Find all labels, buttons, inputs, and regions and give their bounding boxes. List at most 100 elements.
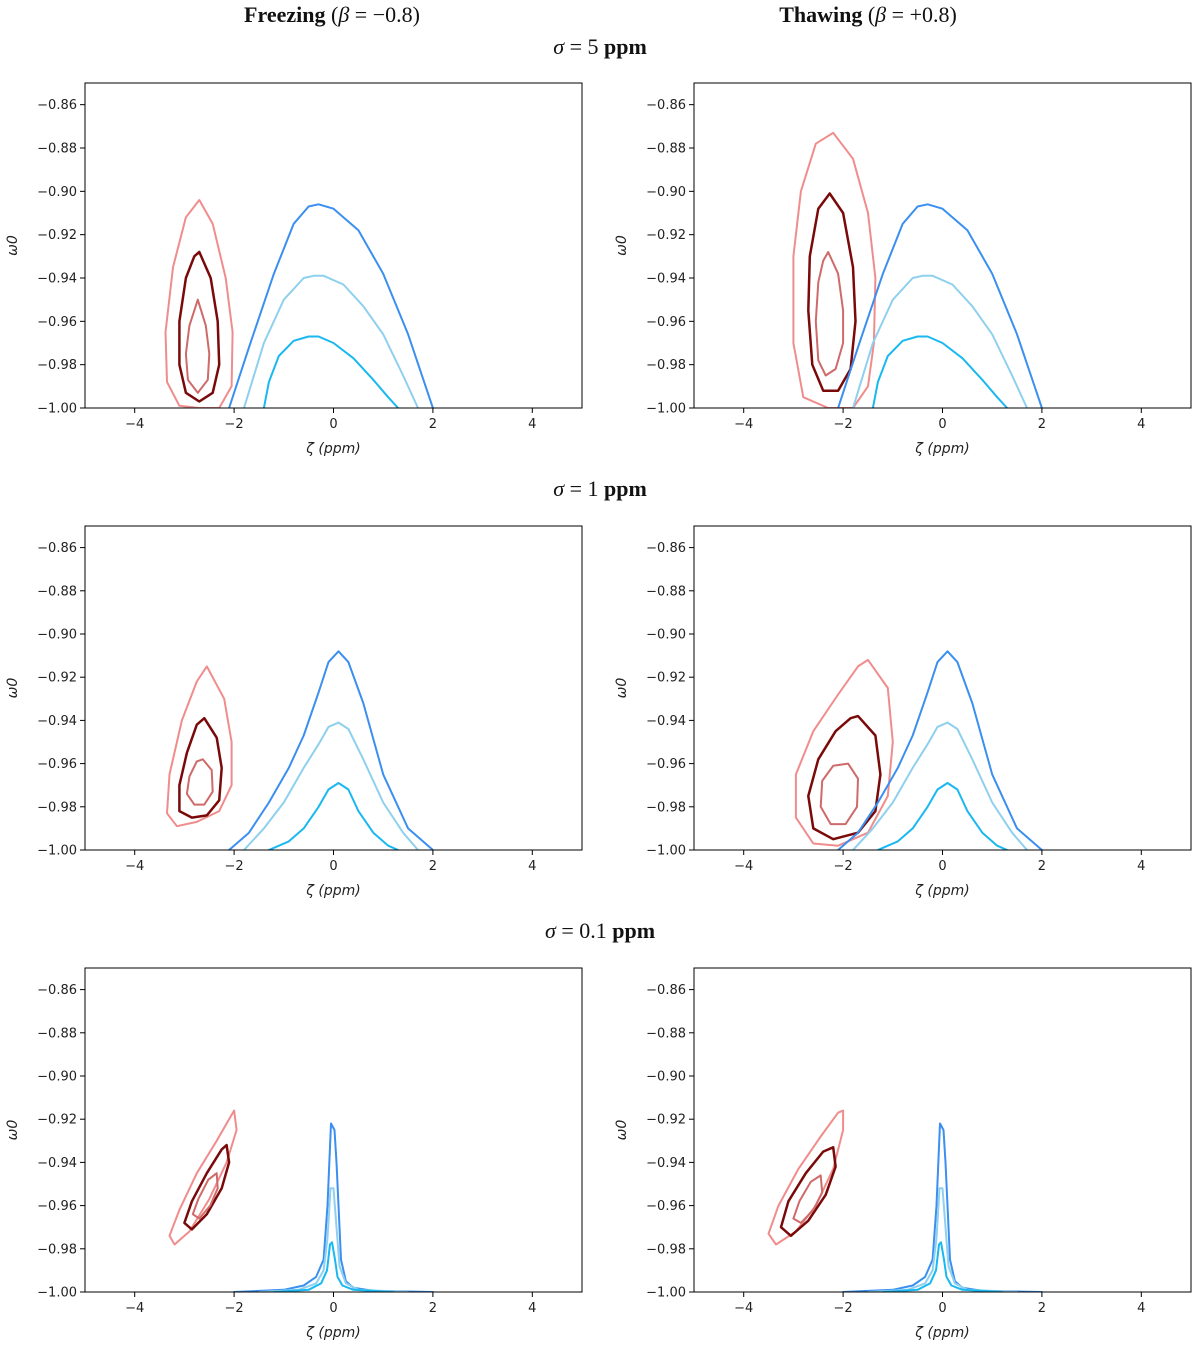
column-title-thawing: Thawing (β = +0.8): [668, 2, 1068, 28]
x-tick-label: −4: [125, 1301, 144, 1316]
y-tick-label: −0.86: [37, 983, 77, 998]
y-tick-label: −1.00: [646, 402, 686, 417]
chart-panel-thawing-sigma0.1: −4 −2 0 2 4 −0.86 −0.88 −0.90 −0.92 −0.94 −0.96 −0.…: [614, 967, 1192, 1341]
row-title-sigma-1: σ = 1 ppm: [0, 476, 1200, 502]
y-tick-label: −0.88: [37, 584, 77, 599]
sigma-unit: ppm: [603, 476, 647, 501]
x-tick-label: −2: [225, 1301, 244, 1316]
y-tick-label: −0.86: [646, 983, 686, 998]
x-tick-label: 2: [429, 859, 437, 874]
y-tick-label: −0.86: [37, 98, 77, 113]
contour-blue-mid: [852, 721, 1028, 850]
contour-red-inner: [191, 1172, 219, 1220]
y-tick-label: −1.00: [646, 1286, 686, 1301]
paren-close: ): [412, 2, 420, 27]
y-axis-label: ω0: [614, 235, 630, 256]
series-group: [792, 131, 1043, 408]
contour-blue-mid: [852, 274, 1028, 408]
sigma-unit: ppm: [603, 34, 647, 59]
contour-red-mid: [779, 1146, 837, 1238]
plot-frame: [84, 525, 583, 851]
beta-value: +0.8: [909, 2, 950, 27]
beta-value: −0.8: [372, 2, 413, 27]
y-tick-label: −0.94: [37, 714, 77, 729]
x-axis-label: ζ (ppm): [305, 1325, 360, 1341]
x-tick-label: −2: [834, 417, 853, 432]
contour-blue-mid: [867, 1187, 1018, 1292]
x-tick-label: 0: [329, 417, 337, 432]
y-tick-label: −0.86: [646, 98, 686, 113]
contour-red-inner: [814, 251, 845, 377]
contour-red-inner: [819, 762, 859, 826]
series-group: [166, 650, 434, 850]
sigma-value: 5: [587, 34, 599, 59]
contour-blue-inner: [871, 335, 1009, 408]
y-tick-label: −0.88: [646, 584, 686, 599]
y-tick-label: −0.94: [37, 1156, 77, 1171]
beta-symbol: β: [338, 2, 350, 27]
contour-blue-inner: [881, 1241, 1004, 1292]
x-tick-label: −4: [734, 417, 753, 432]
y-tick-label: −0.92: [646, 1113, 686, 1128]
chart-panel-freezing-sigma0.1: −4 −2 0 2 4 −0.86 −0.88 −0.90 −0.92 −0.94 −0.96 −0.…: [5, 967, 583, 1341]
y-tick-label: −0.90: [37, 185, 77, 200]
y-axis-label: ω0: [614, 678, 630, 699]
x-tick-label: 4: [1137, 1301, 1145, 1316]
y-tick-label: −0.86: [37, 541, 77, 556]
x-tick-label: 2: [1038, 417, 1046, 432]
contour-blue-inner: [876, 782, 1009, 850]
y-tick-label: −0.96: [646, 315, 686, 330]
sigma-symbol: σ: [544, 918, 556, 943]
y-tick-label: −0.96: [37, 1199, 77, 1214]
y-tick-label: −0.88: [646, 142, 686, 157]
x-tick-label: −4: [734, 1301, 753, 1316]
y-tick-label: −0.92: [37, 671, 77, 686]
x-tick-label: 0: [938, 1301, 946, 1316]
contour-blue-outer: [228, 650, 434, 850]
series-group: [767, 1109, 1043, 1292]
y-axis-label: ω0: [614, 1120, 630, 1141]
equals: =: [564, 34, 588, 59]
y-tick-label: −0.90: [646, 1070, 686, 1085]
x-axis-label: ζ (ppm): [305, 883, 360, 899]
chart-panel-thawing-sigma5: −4 −2 0 2 4 −0.86 −0.88 −0.90 −0.92 −0.94 −0.96 −0.…: [614, 82, 1192, 457]
series-group: [794, 650, 1043, 850]
sigma-symbol: σ: [553, 34, 565, 59]
y-tick-label: −0.88: [37, 1026, 77, 1041]
y-tick-label: −0.90: [646, 628, 686, 643]
y-axis-label: ω0: [5, 235, 21, 256]
x-tick-label: 0: [329, 1301, 337, 1316]
contour-red-outer: [794, 658, 894, 847]
x-tick-label: −4: [125, 859, 144, 874]
y-tick-label: −0.96: [37, 757, 77, 772]
contour-red-outer: [164, 199, 234, 408]
y-tick-label: −0.90: [646, 185, 686, 200]
y-tick-label: −0.88: [37, 142, 77, 157]
y-tick-label: −0.94: [646, 714, 686, 729]
y-tick-label: −0.94: [37, 272, 77, 287]
y-axis-label: ω0: [5, 678, 21, 699]
y-tick-label: −1.00: [37, 844, 77, 859]
x-tick-label: −2: [225, 859, 244, 874]
x-tick-label: 2: [429, 1301, 437, 1316]
y-tick-label: −0.98: [646, 358, 686, 373]
x-tick-label: 0: [329, 859, 337, 874]
x-axis-label: ζ (ppm): [305, 441, 360, 457]
y-tick-label: −0.86: [646, 541, 686, 556]
x-tick-label: −4: [125, 417, 144, 432]
paren-open: (: [330, 2, 339, 27]
x-tick-label: 4: [528, 1301, 536, 1316]
x-axis-label: ζ (ppm): [914, 1325, 969, 1341]
y-tick-label: −0.92: [37, 1113, 77, 1128]
y-tick-label: −0.92: [646, 228, 686, 243]
contour-blue-outer: [842, 1122, 1043, 1292]
y-tick-label: −0.88: [646, 1026, 686, 1041]
x-tick-label: −4: [734, 859, 753, 874]
x-tick-label: 2: [1038, 859, 1046, 874]
y-tick-label: −0.90: [37, 628, 77, 643]
column-name: Thawing: [779, 2, 863, 27]
y-axis-label: ω0: [5, 1120, 21, 1141]
chart-panel-thawing-sigma1: −4 −2 0 2 4 −0.86 −0.88 −0.90 −0.92 −0.94 −0.96 −0.…: [614, 525, 1192, 899]
sigma-symbol: σ: [553, 476, 565, 501]
